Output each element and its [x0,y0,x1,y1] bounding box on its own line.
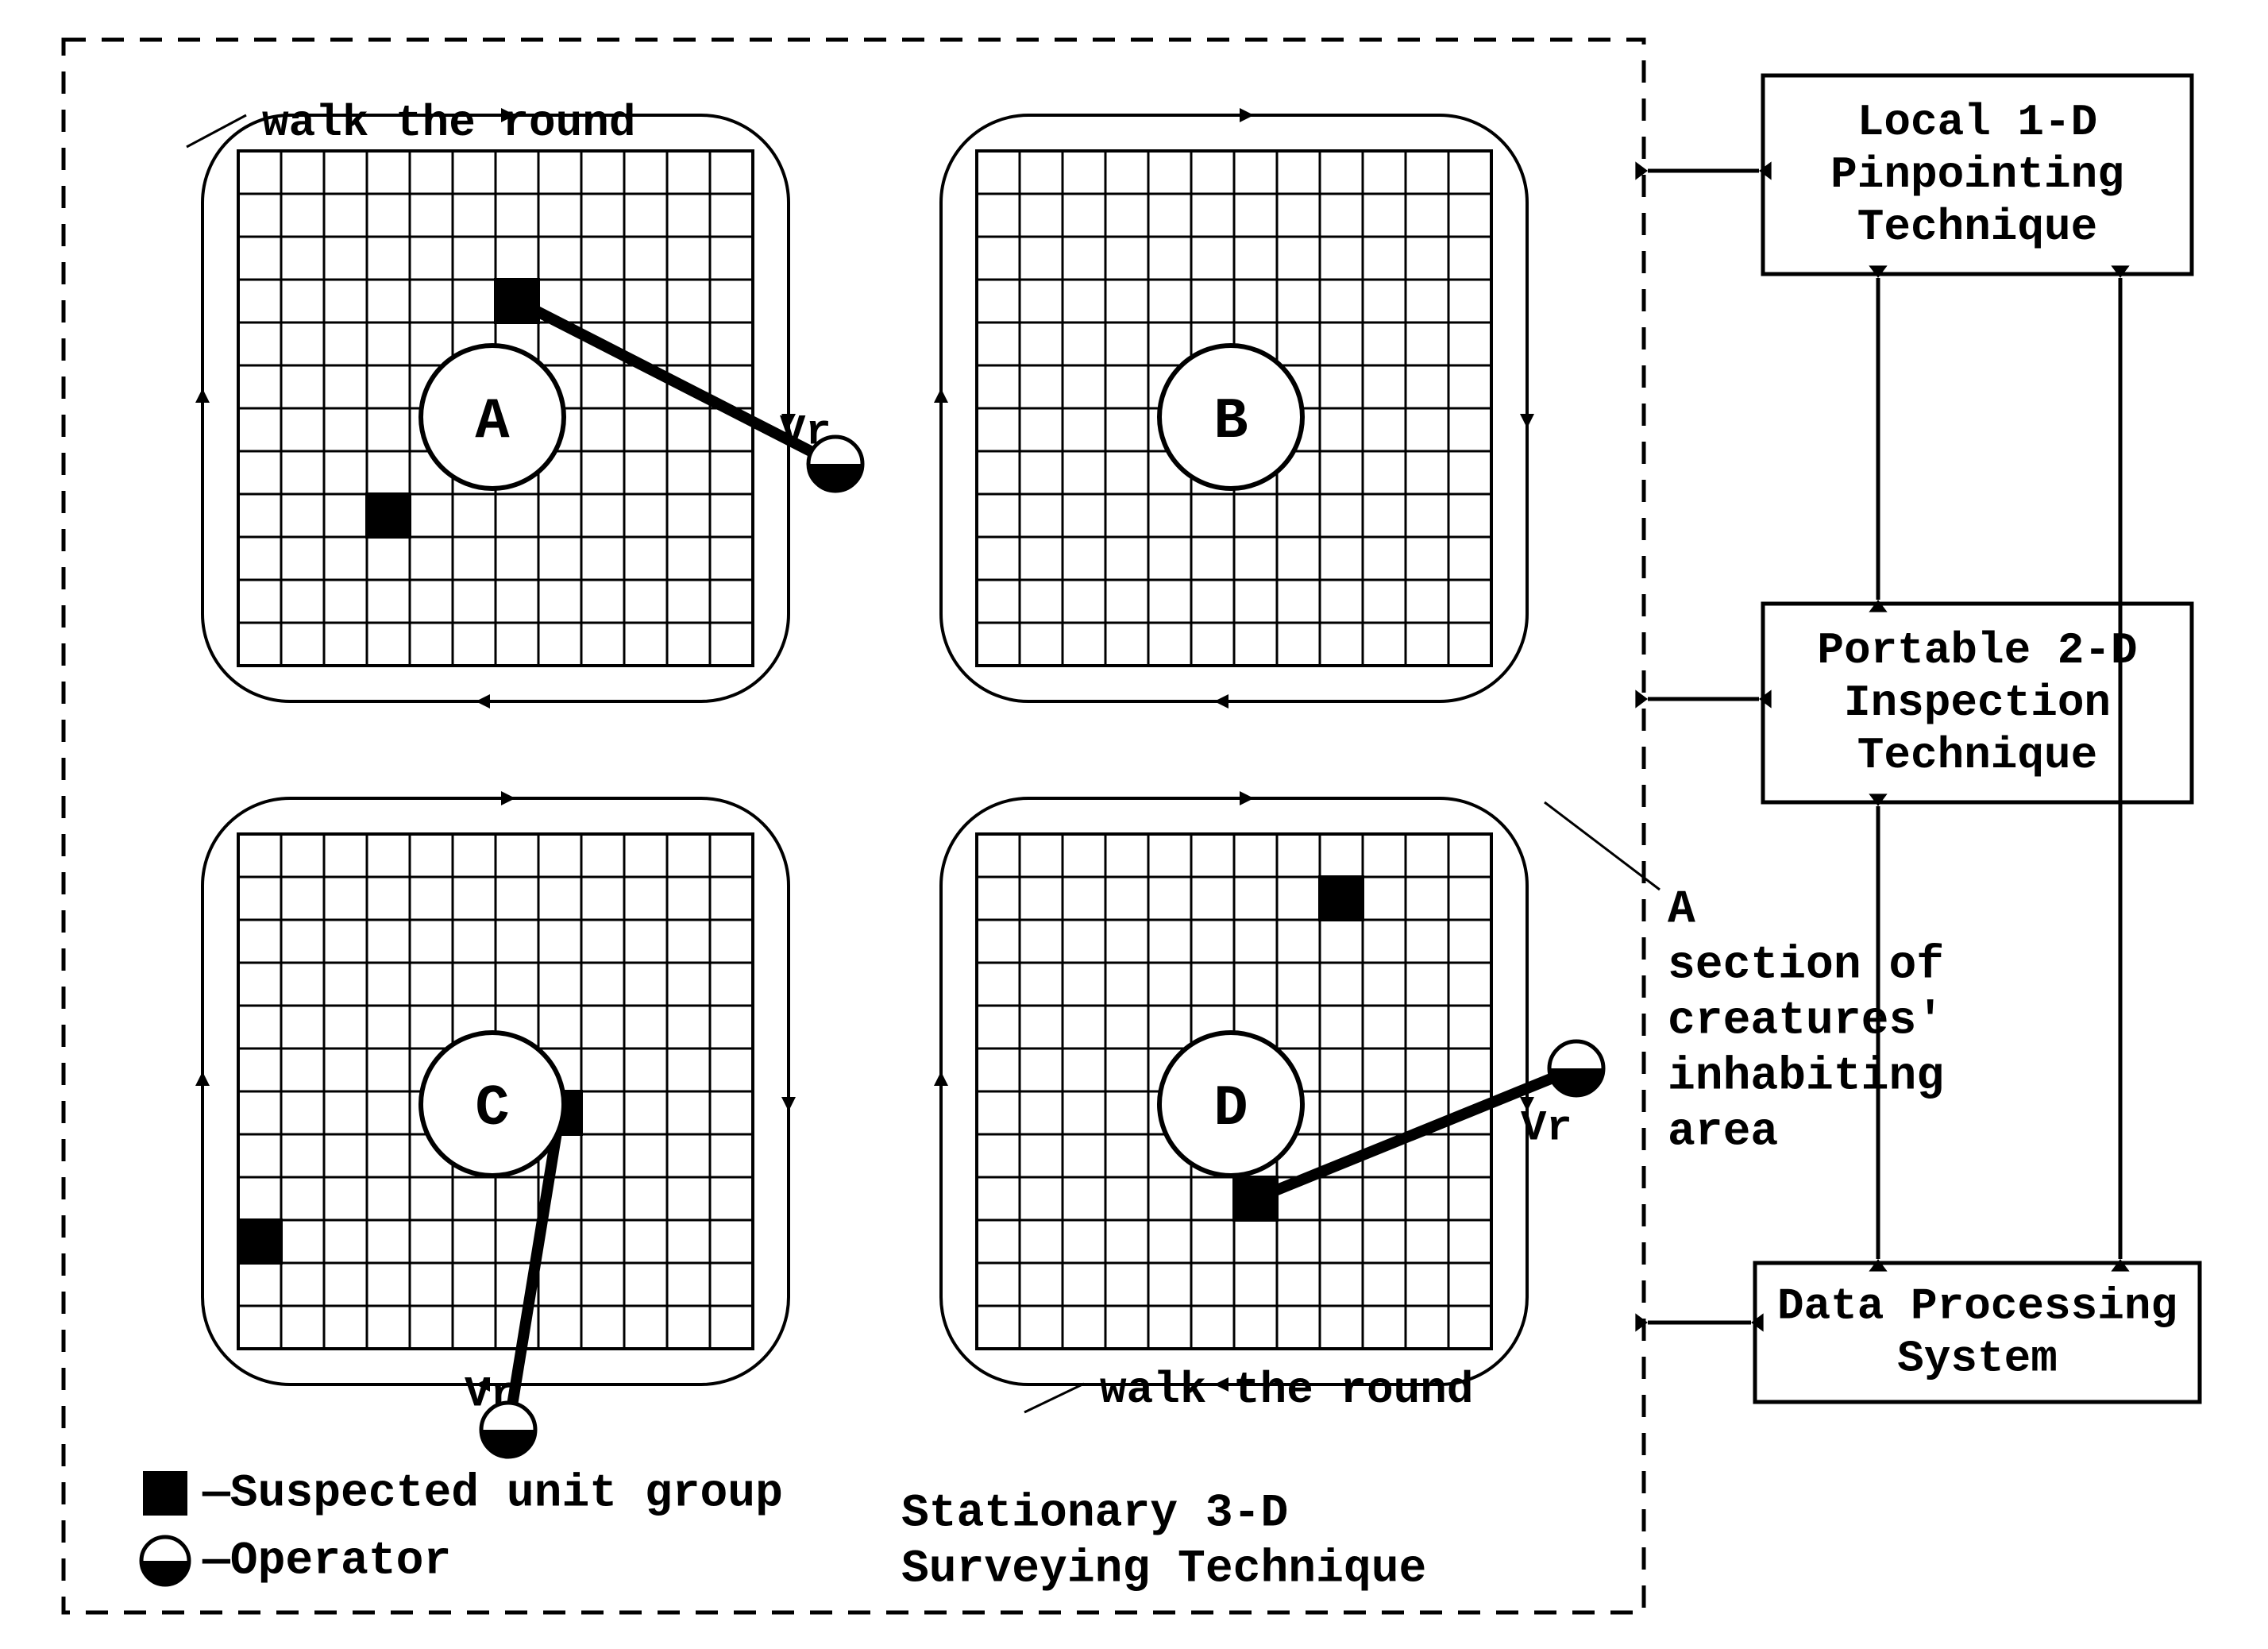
box-data-line: Data Processing [1777,1280,2177,1331]
legend-square-icon [143,1471,187,1516]
legend-circle-label: —Operator [202,1535,451,1587]
legend-square-label: —Suspected unit group [202,1468,783,1520]
side-label-line: A [1668,884,1695,936]
technique-title-line: Surveying Technique [901,1543,1426,1595]
section-label-D: D [1213,1076,1248,1141]
box-inspect: Portable 2-DInspectionTechnique [1763,604,2192,802]
walk-the-round-label: walk the round [1100,1365,1473,1415]
suspected-unit [237,1218,283,1265]
operator-icon [1549,1041,1603,1095]
vr-label: Vr [780,408,831,457]
vr-label: Vr [1521,1104,1572,1153]
operator-icon [141,1537,189,1585]
side-label-leader [1545,802,1660,890]
box-pinpoint-line: Local 1-D [1857,97,2097,148]
vr-label: Vr [465,1370,516,1419]
side-label-line: inhabiting [1668,1051,1944,1103]
box-inspect-line: Inspection [1844,678,2111,728]
box-inspect-line: Technique [1857,730,2097,781]
suspected-unit [1318,875,1364,921]
technique-title-line: Stationary 3-D [901,1488,1288,1539]
suspected-unit [365,492,411,539]
box-pinpoint: Local 1-DPinpointingTechnique [1763,75,2192,274]
leader-line [1024,1384,1084,1412]
section-label-B: B [1213,389,1248,454]
box-data: Data ProcessingSystem [1755,1263,2200,1402]
section-label-A: A [475,389,510,454]
walk-the-round-label: walk the round [262,98,635,149]
side-label-line: section of [1668,940,1944,991]
side-label-line: creatures' [1668,995,1944,1047]
box-pinpoint-line: Pinpointing [1830,149,2124,200]
box-pinpoint-line: Technique [1857,202,2097,253]
side-label-line: area [1668,1106,1778,1158]
box-inspect-line: Portable 2-D [1817,625,2137,676]
box-data-line: System [1897,1333,2058,1384]
section-label-C: C [475,1076,509,1141]
